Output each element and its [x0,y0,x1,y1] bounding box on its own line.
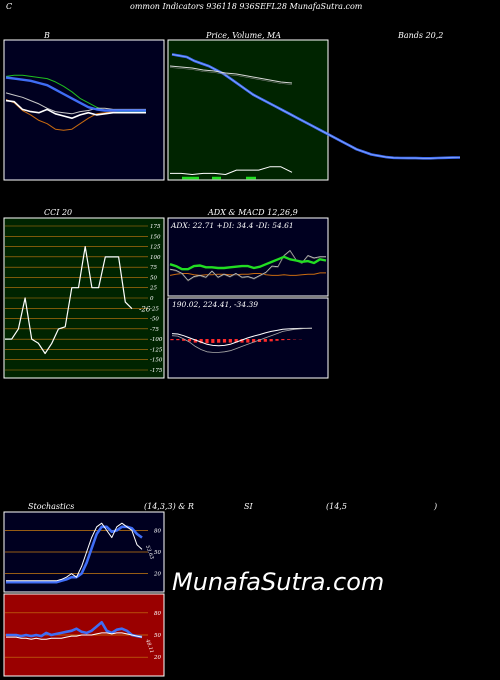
cci-value-label: -26 [139,306,151,314]
rsi-tick-label-2: 20 [153,655,161,661]
stoch-grid: 80 50 20 [5,528,161,578]
cci-tick-label-10: -75 [150,327,159,333]
pv-panel-frame [167,39,329,181]
macd-histogram-bar [193,339,197,343]
adx-line [169,255,327,271]
stoch-panel-title: Stochastics [28,502,75,511]
macd-histogram-bar [257,339,262,342]
bb-series-line-3 [5,99,146,119]
stoch-panel-params: (14,3,3) & R [144,502,194,511]
macd-histogram-bar [263,339,267,342]
macd-histogram-bar [176,339,180,341]
cci-panel-title: CCI 20 [44,208,73,217]
cci-tick-label-11: -100 [150,337,163,343]
stoch-value-label: 53.63 [144,545,155,561]
rsi-tick-label-1: 50 [154,633,161,639]
macd-histogram-bar [182,339,186,341]
watermark: MunafaSutra.com [172,568,385,596]
stoch-tick-label-0: 80 [154,528,161,534]
adx-panel-frame [167,217,329,297]
bb-panel-title: B [44,31,50,40]
cci-tick-label-8: -25 [150,306,159,312]
stoch-tick-label-2: 20 [153,572,161,578]
adx-minusdi-shadow [169,251,326,282]
macd-histogram-bar [228,339,232,343]
rsi-ma-line [6,632,143,640]
pv-ma-line-2 [169,67,293,85]
cci-line [5,246,133,355]
cci-tick-label-1: 150 [150,234,161,240]
cci-tick-label-7: 0 [150,296,154,302]
macd-histogram-bar [217,339,221,343]
stoch-series: 53.63 [6,522,155,584]
macd-histogram-bar [234,339,238,343]
pv-panel-title: Price, Volume, MA [206,31,282,40]
cci-tick-label-4: 75 [150,265,157,271]
pv-volume-line [170,166,293,175]
macd-histogram-bar [252,339,256,343]
bb-series-line-4 [5,76,146,112]
macd-histogram-bar [281,339,285,341]
rsi-line [6,620,143,639]
cci-tick-label-13: -150 [150,358,163,364]
rsi-value-label: 48.11 [144,638,155,654]
macd-histogram-bar [187,339,192,342]
cci-tick-label-6: 25 [149,286,157,292]
rsi-series: 48.11 [6,620,155,654]
pv-series [169,53,461,180]
macd-histogram-bar [287,339,291,340]
macd-histogram-bar [199,339,203,344]
chart-header-title: ommon Indicators 936118 936SEFL28 Munafa… [130,2,363,11]
cci-tick-label-14: -175 [150,368,163,374]
cci-tick-label-12: -125 [150,347,163,353]
macd-histogram-bar [240,339,244,343]
rsi-panel-params-close: ) [434,502,438,511]
stoch-k-line [6,522,143,582]
macd-histogram-bar [246,339,250,343]
rsi-panel-params: (14,5 [326,502,347,511]
adx-panel-title: ADX & MACD 12,26,9 [208,208,298,217]
macd-histogram-bar [222,339,227,343]
macd-histogram-bar [275,339,279,341]
adx-plusdi-line [169,272,326,276]
bb-panel-label: Bands 20,2 [398,31,444,40]
adx-series [169,250,327,282]
cci-tick-label-3: 100 [150,255,161,261]
macd-signal-line [171,327,313,347]
pv-ma-line [169,65,293,84]
cci-tick-label-2: 125 [150,245,161,251]
cci-tick-label-9: -50 [150,317,159,323]
macd-histogram-bar [170,339,174,341]
macd-line [171,327,313,353]
cci-tick-label-5: 50 [150,275,157,281]
macd-series [170,327,313,353]
rsi-tick-label-0: 80 [154,611,161,617]
macd-histogram-bar [205,339,209,344]
cci-series: -26 [5,246,151,355]
stoch-d-line [6,525,143,584]
rsi-panel-title: SI [244,502,253,511]
bb-series [5,74,146,131]
cci-tick-label-0: 175 [150,224,161,230]
chart-header-prefix: C [6,2,13,11]
stoch-tick-label-1: 50 [154,550,161,556]
cci-grid: 175 150 125 100 75 50 25 0 -25 -50 -75 -100 -125 -150… [5,224,163,374]
macd-histogram-bar [269,339,273,342]
macd-histogram-bar [211,339,215,343]
macd-readout: 190.02, 224.41, -34.39 [172,300,258,309]
adx-readout: ADX: 22.71 +DI: 34.4 -DI: 54.61 [170,221,294,230]
